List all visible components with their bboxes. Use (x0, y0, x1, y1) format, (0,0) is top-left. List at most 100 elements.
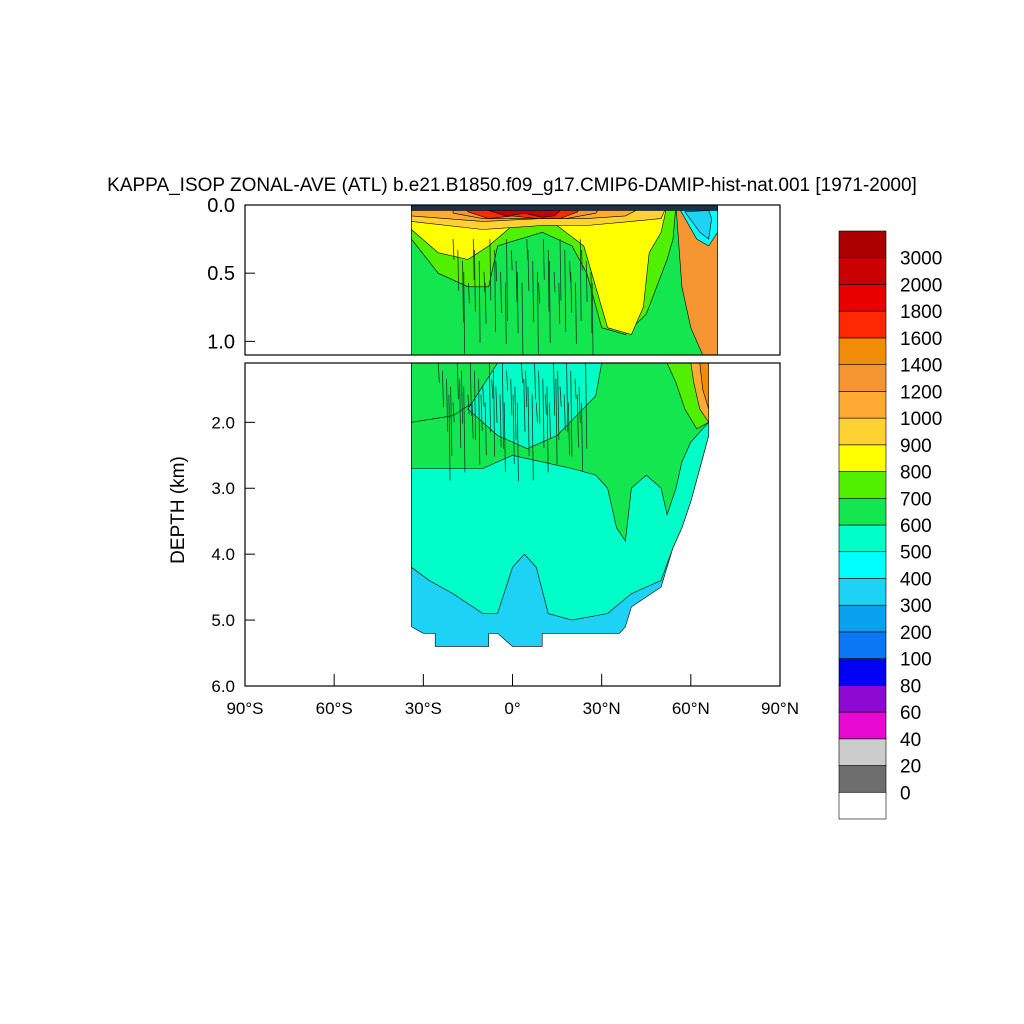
contour-stroke (570, 370, 573, 457)
contour-stroke (581, 402, 584, 472)
colorbar-label: 40 (900, 730, 921, 751)
contour-stroke (483, 271, 486, 293)
contour-stroke (456, 363, 459, 400)
y-tick-label: 3.0 (211, 479, 235, 498)
contour-stroke (578, 386, 581, 423)
contour-stroke (558, 282, 561, 324)
contour-stroke (521, 363, 524, 383)
top-panel-frame (244, 204, 781, 356)
contour-stroke (563, 394, 566, 431)
contour-stroke (532, 260, 535, 323)
contour-stroke (478, 378, 481, 465)
colorbar-label: 1200 (900, 382, 942, 403)
contour-stroke (469, 363, 472, 416)
colorbar-label: 1600 (900, 329, 942, 350)
contour-stroke (526, 239, 529, 260)
contour-stroke (467, 394, 470, 415)
y-tick-label: 4.0 (211, 545, 235, 564)
y-tick-label: 5.0 (211, 611, 235, 630)
x-tick-label: 0° (504, 699, 520, 718)
contour-stroke (559, 386, 562, 407)
contour-stroke (500, 271, 502, 313)
contour-stroke (527, 249, 530, 291)
colorbar-box (838, 524, 887, 553)
contour-stroke (527, 386, 530, 456)
colorbar-label: 1400 (900, 356, 942, 377)
colorbar-label: 100 (900, 650, 932, 671)
contour-stroke (553, 271, 556, 293)
colorbar-label: 1800 (900, 302, 942, 323)
contour-stroke (538, 282, 540, 304)
contour-stroke (547, 249, 550, 312)
contour-stroke (474, 249, 476, 312)
colorbar-box (838, 471, 887, 499)
contour-stroke (544, 394, 547, 415)
contour-stroke (538, 370, 541, 424)
contour-stroke (590, 271, 593, 334)
contour-stroke (570, 271, 573, 313)
colorbar-box (838, 551, 887, 579)
contour-stroke (472, 239, 475, 281)
colorbar-label: 900 (900, 436, 932, 457)
y-tick-label: 2.0 (211, 413, 235, 432)
contour-stroke (510, 378, 513, 416)
contour-stroke (460, 370, 463, 424)
x-tick-label: 60°N (672, 699, 710, 718)
colorbar-box (838, 444, 887, 472)
contour-stroke (506, 370, 509, 391)
contour-stroke (501, 363, 504, 449)
contour-stroke (503, 402, 506, 472)
contour-stroke (452, 402, 455, 423)
contour-stroke (495, 386, 498, 423)
chart-title: KAPPA_ISOP ZONAL-AVE (ATL) b.e21.B1850.f… (107, 175, 917, 196)
contour-stroke (542, 378, 545, 449)
contour-stroke (555, 378, 558, 465)
y-axis-label: DEPTH (km) (168, 456, 189, 564)
colorbar-label: 800 (900, 463, 932, 484)
colorbar-box (838, 230, 887, 259)
contour-stroke (499, 394, 502, 448)
y-tick-label: 0.0 (207, 195, 235, 217)
contour-stroke (585, 363, 588, 449)
contour-stroke (459, 378, 462, 449)
colorbar-box (838, 310, 887, 339)
colorbar-box (838, 337, 887, 365)
contour-stroke (548, 402, 551, 439)
contour-stroke (484, 282, 487, 324)
contour-stroke (569, 260, 571, 282)
contour-stroke (478, 260, 481, 343)
contour-stroke (516, 271, 519, 334)
contour-stroke (504, 282, 507, 345)
contour-stroke (512, 394, 515, 464)
contour-stroke (579, 239, 582, 321)
contour-stroke (474, 370, 477, 441)
contour-stroke (463, 386, 466, 473)
contour-stroke (482, 386, 485, 407)
contour-stroke (566, 363, 569, 433)
colorbar-box (838, 578, 887, 606)
contour-stroke (523, 378, 526, 432)
contour-stroke (489, 239, 492, 301)
colorbar-label: 80 (900, 676, 921, 697)
top-panel-field (411, 205, 718, 355)
contour-stroke (450, 386, 453, 456)
contour-stroke (575, 282, 577, 345)
contour-stroke (506, 239, 508, 321)
contour-stroke (493, 370, 496, 457)
contour-stroke (557, 370, 560, 441)
y-tick-label: 6.0 (211, 677, 235, 696)
colorbar-box (838, 417, 887, 446)
colorbar-label: 500 (900, 543, 932, 564)
contour-stroke (462, 260, 464, 323)
contour-stroke (559, 239, 562, 301)
contour-stroke (495, 260, 498, 282)
field-1400-1600-bottom (699, 363, 710, 410)
contour-stroke (437, 363, 440, 383)
colorbar: 0 20 40 60 80 100 200 300 400 500 600 700 800 900 1000… (838, 230, 942, 820)
contour-stroke (574, 378, 577, 399)
contour-stroke (463, 271, 466, 354)
colorbar-box (838, 257, 887, 285)
top-panel (244, 204, 781, 356)
contour-stroke (514, 386, 517, 440)
